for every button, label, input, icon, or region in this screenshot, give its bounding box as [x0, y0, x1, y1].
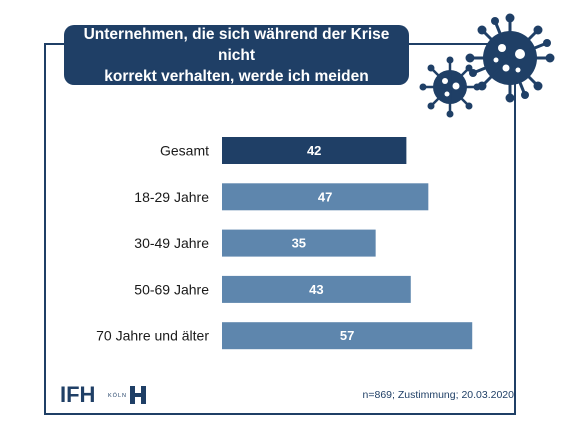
bar-value-label-5: 57 [340, 328, 354, 343]
chart-title: Unternehmen, die sich während der Krise … [64, 25, 409, 85]
bar-3 [222, 229, 376, 257]
bar-5 [222, 322, 473, 350]
bar-2 [222, 183, 429, 211]
logo-mark-icon [130, 386, 146, 404]
bar-1 [222, 137, 407, 164]
category-label-1: Gesamt [160, 143, 209, 159]
bar-value-label-2: 47 [318, 189, 332, 204]
virus-icon-large [465, 13, 555, 103]
category-label-2: 18-29 Jahre [134, 189, 209, 205]
category-label-4: 50-69 Jahre [134, 281, 209, 297]
category-label-3: 30-49 Jahre [134, 235, 209, 251]
category-label-5: 70 Jahre und älter [96, 328, 209, 344]
ifh-logo: IFH [60, 382, 96, 407]
title-line-2: korrekt verhalten, werde ich meiden [104, 67, 369, 85]
bar-4 [222, 275, 411, 303]
virus-icon-small [419, 56, 481, 118]
bar-value-label-1: 42 [307, 143, 321, 158]
logo-subtitle: KÖLN [108, 393, 127, 399]
title-line-1: Unternehmen, die sich während der Krise … [83, 25, 390, 64]
bar-value-label-3: 35 [292, 236, 306, 251]
footnote: n=869; Zustimmung; 20.03.2020 [362, 389, 514, 401]
bar-value-label-4: 43 [309, 282, 323, 297]
